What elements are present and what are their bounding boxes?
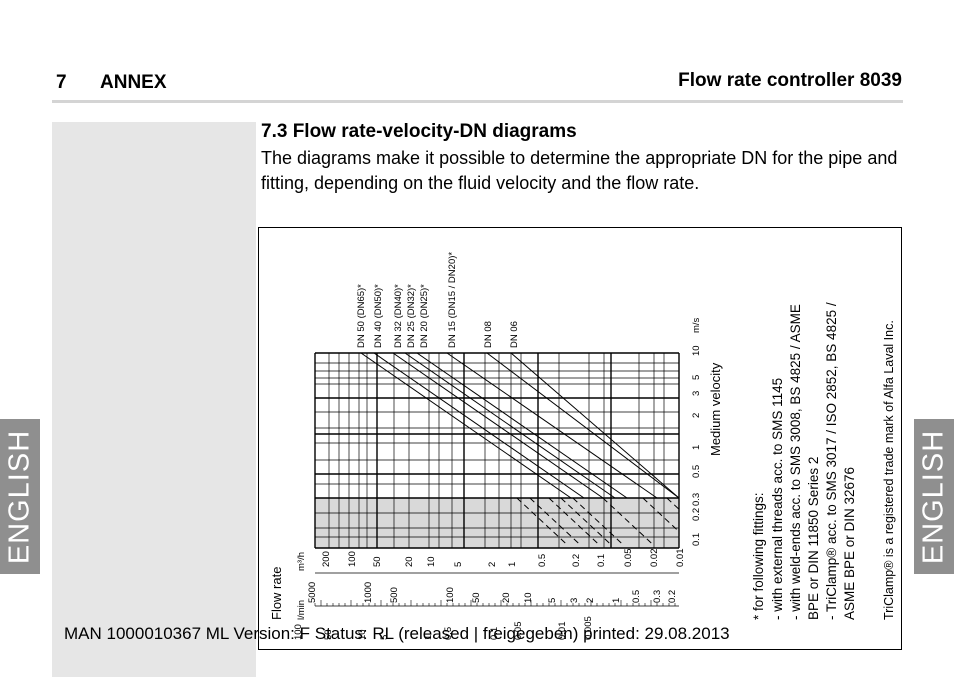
flow-lmin-unit: l/min [296,600,307,620]
flow-lower-tick-label: 1 [423,635,434,640]
dn-label: DN 50 (DN65)* [356,284,367,348]
flow-lower-tick-label: 5 [379,635,390,640]
flow-lmin-tick-label: 3 [569,598,580,603]
flow-lower-tick-label: 0.005 [583,616,594,640]
dn-label: DN 32 (DN40)* [393,284,404,348]
flow-lower-tick-label: 50 [323,629,334,640]
flow-lower-tick-label: 0.5 [443,627,454,640]
flow-m3h-tick-label: 0.02 [649,549,660,568]
flow-m3h-unit: m³/h [296,552,307,571]
dn-curve [446,352,658,499]
trademark-note: TriClamp® is a registered trade mark of … [882,320,896,620]
dn-label: DN 06 [509,321,520,348]
dn-curve [486,352,680,499]
flow-lower-tick-label: 0.01 [557,622,568,641]
flow-lower-tick-label: 10 [357,629,368,640]
dn-label: DN 15 (DN15 / DN20)* [447,252,458,348]
flow-lmin-tick-label: 0.5 [631,590,642,603]
left-margin-panel [52,122,256,677]
flow-lmin-tick-label: 2 [585,598,596,603]
diagram-svg: DN 50 (DN65)* DN 40 (DN50)* DN 32 (DN40)* D… [269,252,896,641]
dn-curve [404,352,616,499]
velocity-tick-label: 0.2 [691,508,702,521]
flow-lower-tick-label: 100 [293,624,304,640]
dn-label: DN 08 [483,321,494,348]
flow-m3h-tick-label: 0.05 [623,549,634,568]
dn-curve-extension [666,497,680,510]
flow-rate-axis-title: Flow rate [269,567,284,620]
dn-curve-extension [516,497,568,545]
velocity-axis-title: Medium velocity [708,362,723,456]
flow-m3h-tick-label: 10 [426,556,437,567]
flow-lmin-tick-label: 5000 [307,582,318,603]
flow-lmin-tick-label: 0.2 [667,590,678,603]
dn-curve-extension [529,497,581,545]
fitting-note-line: ASME BPE or DIN 32676 [842,467,857,620]
velocity-tick-label: 1 [691,445,702,450]
dn-curve [510,352,680,499]
flow-lower-tick-label: 0.1 [489,627,500,640]
dn-label: DN 20 (DN25)* [419,284,430,348]
flow-m3h-tick-label: 0.2 [571,554,582,567]
velocity-tick-label: 2 [691,413,702,418]
flow-m3h-tick-label: 2 [487,562,498,567]
velocity-tick-label: 0.3 [691,493,702,506]
chapter-number: 7 [56,72,67,93]
dn-label: DN 40 (DN50)* [373,284,384,348]
language-tab-right: ENGLISH [914,419,954,574]
dn-curve-extension [548,497,600,545]
flow-m3h-tick-label: 0.1 [596,554,607,567]
flow-lmin-tick-label: 10 [523,592,534,603]
velocity-tick-label: 10 [691,345,702,356]
flow-lmin-tick-label: 1 [611,598,622,603]
document-footer: MAN 1000010367 ML Version: F Status: RL … [64,624,730,643]
flow-lmin-tick-label: 1000 [363,582,374,603]
velocity-tick-label: 3 [691,391,702,396]
velocity-unit: m/s [691,317,702,333]
chapter-title: ANNEX [100,72,167,93]
flow-lmin-tick-label: 500 [389,587,400,603]
fitting-note-line: - TriClamp® acc. to SMS 3017 / ISO 2852,… [824,302,839,620]
fitting-note-line: * for following fittings: [751,492,766,620]
section-title: 7.3 Flow rate-velocity-DN diagrams [261,121,577,142]
flow-lower-tick-label: 0.05 [513,622,524,641]
dn-curve-extension [572,497,624,545]
document-title: Flow rate controller 8039 [678,70,902,91]
flow-m3h-tick-label: 0.01 [675,549,686,568]
flow-m3h-tick-label: 200 [321,551,332,567]
velocity-tick-label: 0.1 [691,533,702,546]
flow-m3h-tick-label: 50 [372,556,383,567]
velocity-tick-label: 5 [691,375,702,380]
header-divider [52,100,903,103]
dn-curve [373,352,585,499]
flow-m3h-tick-label: 5 [453,562,464,567]
fitting-note-line: BPE or DIN 11850 Series 2 [806,457,821,620]
language-tab-label: ENGLISH [3,429,36,564]
section-text: The diagrams make it possible to determi… [261,148,898,193]
flow-velocity-diagram: DN 50 (DN65)* DN 40 (DN50)* DN 32 (DN40)* D… [258,227,902,650]
dn-curve [392,352,604,499]
flow-m3h-tick-label: 100 [347,551,358,567]
flow-lmin-tick-label: 100 [445,587,456,603]
fitting-note-line: - with weld-ends acc. to SMS 3008, BS 48… [788,304,803,620]
dn-curve-extension [642,497,680,532]
flow-m3h-tick-label: 0.5 [537,554,548,567]
flow-lmin-tick-label: 0.3 [652,590,663,603]
dn-curve [360,352,572,499]
low-velocity-shade [315,498,679,548]
language-tab-label: ENGLISH [917,429,950,564]
dn-label: DN 25 (DN32)* [406,284,417,348]
dn-curve [416,352,628,499]
flow-lmin-tick-label: 5 [547,598,558,603]
language-tab-left: ENGLISH [0,419,40,574]
flow-m3h-tick-label: 1 [507,562,518,567]
dn-curve-extension [560,497,612,545]
flow-lmin-tick-label: 20 [501,592,512,603]
dn-curve-extension [602,497,654,545]
flow-m3h-tick-label: 20 [404,556,415,567]
velocity-tick-label: 0.5 [691,465,702,478]
flow-lmin-tick-label: 50 [471,592,482,603]
fitting-note-line: - with external threads acc. to SMS 1145 [770,378,785,620]
